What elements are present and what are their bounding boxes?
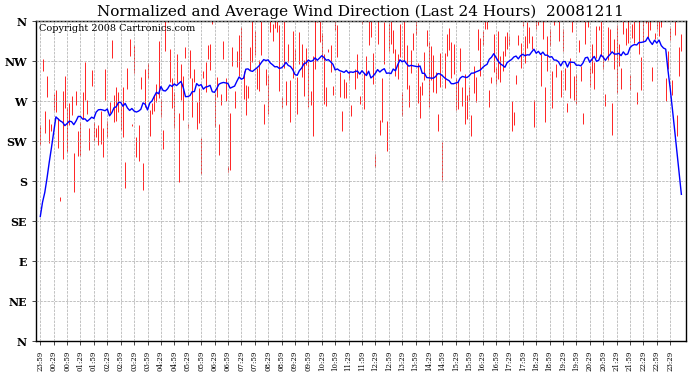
Title: Normalized and Average Wind Direction (Last 24 Hours)  20081211: Normalized and Average Wind Direction (L…: [97, 4, 624, 18]
Text: Copyright 2008 Cartronics.com: Copyright 2008 Cartronics.com: [39, 24, 195, 33]
